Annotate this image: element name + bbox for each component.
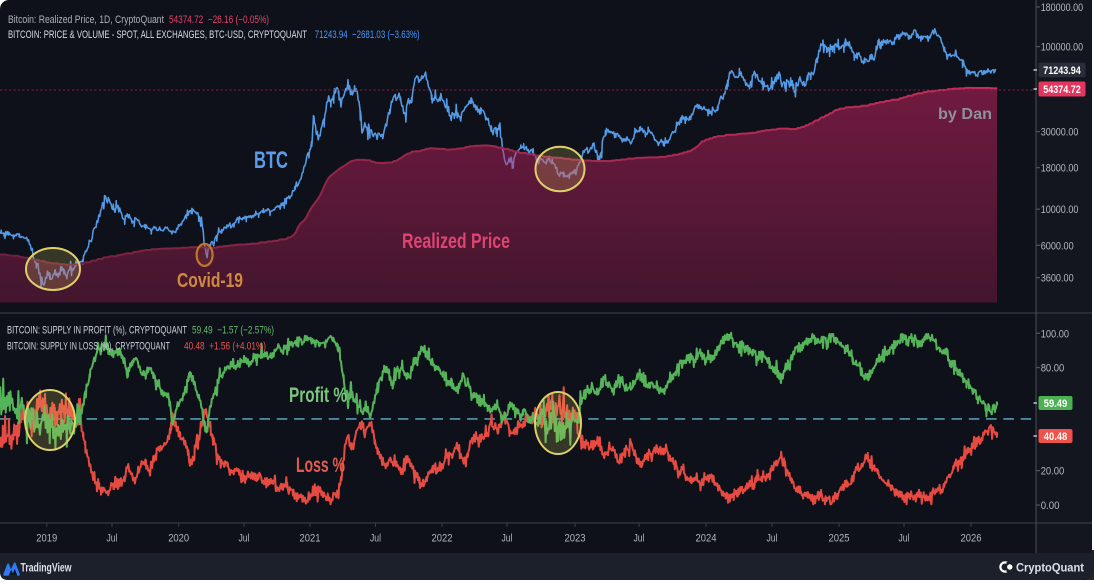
svg-text:Jul: Jul (767, 533, 778, 545)
svg-text:180000.00: 180000.00 (1041, 2, 1083, 14)
svg-text:3600.00: 3600.00 (1041, 273, 1074, 285)
svg-text:80.00: 80.00 (1041, 363, 1065, 375)
svg-text:10000.00: 10000.00 (1041, 204, 1079, 216)
svg-text:2025: 2025 (829, 533, 850, 545)
svg-text:2023: 2023 (565, 533, 586, 545)
svg-text:0.00: 0.00 (1041, 500, 1060, 512)
svg-text:Jul: Jul (899, 533, 910, 545)
svg-text:59.49: 59.49 (1044, 398, 1068, 410)
svg-text:Realized Price: Realized Price (402, 230, 510, 253)
svg-text:40.48: 40.48 (1044, 431, 1068, 443)
svg-text:40.48 +1.56 (+4.01%): 40.48 +1.56 (+4.01%) (184, 340, 266, 352)
svg-text:BTC: BTC (254, 147, 288, 174)
svg-text:Profit %: Profit % (289, 384, 347, 407)
svg-text:54374.72 −26.16 (−0.05%): 54374.72 −26.16 (−0.05%) (169, 14, 269, 26)
svg-text:BITCOIN: SUPPLY IN LOSS (%), C: BITCOIN: SUPPLY IN LOSS (%), CRYPTOQUANT (7, 340, 170, 352)
svg-text:Jul: Jul (107, 533, 118, 545)
svg-text:BITCOIN: SUPPLY IN PROFIT (%),: BITCOIN: SUPPLY IN PROFIT (%), CRYPTOQUA… (7, 325, 187, 337)
svg-text:by Dan: by Dan (938, 106, 992, 123)
svg-text:54374.72: 54374.72 (1043, 84, 1081, 96)
svg-text:100.00: 100.00 (1041, 328, 1069, 340)
svg-text:18000.00: 18000.00 (1041, 163, 1079, 175)
svg-text:2024: 2024 (696, 533, 717, 545)
svg-text:20.00: 20.00 (1041, 466, 1065, 478)
svg-text:BITCOIN: PRICE & VOLUME - SPOT: BITCOIN: PRICE & VOLUME - SPOT, ALL EXCH… (8, 29, 307, 41)
svg-text:Jul: Jul (502, 533, 513, 545)
svg-text:Bitcoin: Realized Price, 1D, C: Bitcoin: Realized Price, 1D, CryptoQuant (8, 14, 164, 26)
svg-text:Covid-19: Covid-19 (177, 270, 243, 292)
svg-text:Jul: Jul (634, 533, 645, 545)
svg-text:2021: 2021 (300, 533, 321, 545)
svg-text:71243.94: 71243.94 (1043, 65, 1081, 77)
svg-text:71243.94 −2681.03 (−3.63%): 71243.94 −2681.03 (−3.63%) (315, 29, 420, 41)
svg-text:2019: 2019 (36, 533, 57, 545)
svg-text:Jul: Jul (370, 533, 381, 545)
svg-text:TradingView: TradingView (21, 563, 72, 575)
svg-text:Jul: Jul (239, 533, 250, 545)
svg-text:2022: 2022 (432, 533, 453, 545)
svg-text:CryptoQuant: CryptoQuant (1016, 563, 1084, 575)
svg-text:2020: 2020 (168, 533, 189, 545)
svg-text:30000.00: 30000.00 (1041, 127, 1079, 139)
svg-text:2026: 2026 (961, 533, 982, 545)
svg-text:59.49 −1.57 (−2.57%): 59.49 −1.57 (−2.57%) (192, 325, 274, 337)
svg-text:6000.00: 6000.00 (1041, 240, 1074, 252)
svg-text:100000.00: 100000.00 (1041, 42, 1083, 54)
svg-text:Loss %: Loss % (296, 454, 345, 477)
